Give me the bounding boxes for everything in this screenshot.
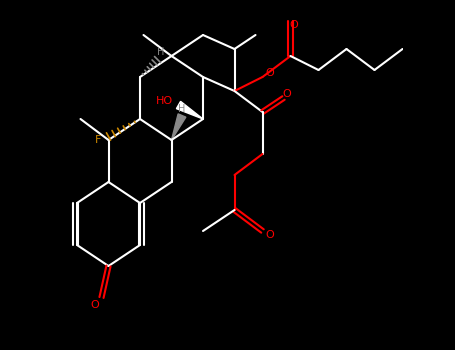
Text: O: O <box>90 300 99 309</box>
Polygon shape <box>172 114 186 140</box>
Polygon shape <box>177 102 203 119</box>
Text: F: F <box>95 135 101 145</box>
Text: H: H <box>178 104 186 113</box>
Text: H: H <box>157 48 165 57</box>
Text: O: O <box>265 69 274 78</box>
Text: O: O <box>265 230 274 239</box>
Text: O: O <box>290 20 298 29</box>
Text: O: O <box>283 90 291 99</box>
Text: HO: HO <box>156 97 173 106</box>
